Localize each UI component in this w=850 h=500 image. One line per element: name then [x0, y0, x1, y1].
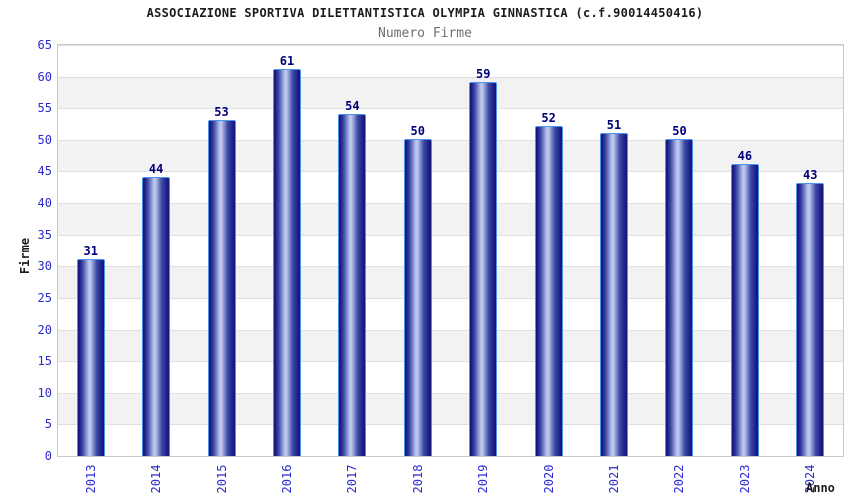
bar-value-label: 50 [672, 123, 687, 138]
plot-band [58, 203, 843, 235]
plot-band [58, 329, 843, 362]
y-tick-label: 5 [44, 417, 52, 432]
x-tick-label-2017: 2017 [345, 464, 360, 494]
plot-band [58, 392, 843, 425]
y-tick-label: 35 [37, 227, 52, 242]
bar-value-label: 43 [803, 168, 818, 183]
y-tick-label: 60 [37, 69, 52, 84]
bar-2020 [534, 126, 563, 456]
plot-band [58, 76, 843, 109]
y-tick-label: 10 [37, 385, 52, 400]
x-tick-label-2015: 2015 [214, 464, 229, 494]
x-tick-label-2018: 2018 [410, 464, 425, 494]
x-tick-label-2022: 2022 [672, 464, 687, 494]
x-tick-label-2020: 2020 [541, 464, 556, 494]
bar-2014 [142, 176, 171, 456]
y-tick-label: 55 [37, 101, 52, 116]
bar-value-label: 52 [541, 111, 556, 126]
bar-2024 [796, 183, 825, 456]
bar-2017 [338, 113, 367, 456]
y-tick-label: 65 [37, 38, 52, 52]
bar-2013 [76, 259, 105, 456]
y-tick-label: 50 [37, 132, 52, 147]
x-tick-label-2014: 2014 [149, 464, 164, 494]
plot-band [58, 297, 843, 330]
chart-subtitle: Numero Firme [378, 26, 472, 41]
x-tick-label-2019: 2019 [476, 464, 491, 494]
y-tick-label: 0 [44, 449, 52, 463]
bar-value-label: 50 [410, 123, 425, 138]
bar-2023 [730, 164, 759, 456]
bar-value-label: 51 [606, 117, 622, 132]
bar-value-label: 53 [214, 104, 229, 119]
plot-band [58, 171, 843, 203]
plot-band [58, 234, 843, 267]
x-tick-label-2013: 2013 [83, 464, 98, 494]
y-tick-label: 30 [37, 259, 52, 274]
bar-value-label: 59 [475, 66, 491, 81]
bar-2021 [600, 132, 629, 456]
x-tick-label-2016: 2016 [279, 464, 294, 494]
bar-value-label: 44 [148, 161, 164, 176]
y-tick-label: 20 [37, 322, 52, 337]
plot-band [58, 108, 843, 140]
bar-value-label: 61 [279, 54, 295, 69]
bar-2016 [272, 69, 301, 456]
y-tick-label: 15 [37, 354, 52, 369]
bar-value-label: 54 [345, 98, 360, 113]
bar-2022 [665, 138, 694, 456]
x-tick-label-2023: 2023 [737, 464, 752, 494]
plot-band [58, 424, 843, 456]
plot-band [58, 139, 843, 172]
bar-2019 [469, 81, 498, 456]
x-axis-title: Anno [806, 481, 835, 495]
bar-value-label: 31 [83, 243, 98, 258]
y-tick-label: 40 [37, 196, 52, 211]
bar-2015 [207, 119, 236, 456]
plot-area: 31 44 53 61 54 50 59 52 51 50 46 43 [57, 44, 844, 457]
chart-title: ASSOCIAZIONE SPORTIVA DILETTANTISTICA OL… [146, 6, 704, 20]
plot-band [58, 361, 843, 393]
plot-band [58, 45, 843, 77]
bar-2018 [403, 138, 432, 456]
y-tick-label: 45 [37, 164, 52, 179]
bar-value-label: 46 [737, 149, 753, 164]
y-tick-label: 25 [37, 290, 52, 305]
plot-band [58, 266, 843, 298]
x-tick-label-2021: 2021 [607, 464, 622, 494]
